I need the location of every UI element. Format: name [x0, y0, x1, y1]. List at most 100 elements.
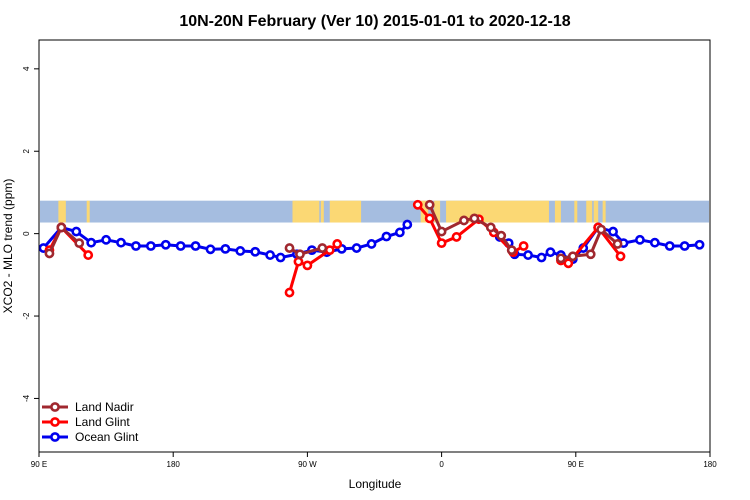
data-point	[317, 243, 328, 253]
series-layer	[38, 199, 705, 298]
data-point	[563, 258, 574, 269]
data-point	[116, 237, 126, 248]
data-point	[424, 199, 435, 210]
chart-title: 10N-20N February (Ver 10) 2015-01-01 to …	[179, 13, 570, 30]
x-tick-label: 180	[703, 460, 717, 469]
y-tick-label: 2	[22, 148, 31, 153]
data-point	[190, 241, 201, 251]
data-point	[101, 234, 111, 245]
data-point	[694, 239, 705, 250]
y-tick-label: -2	[22, 312, 31, 320]
data-point	[567, 251, 578, 262]
x-axis-label: Longitude	[349, 477, 402, 491]
data-point	[536, 252, 547, 263]
data-point	[523, 250, 533, 260]
data-point	[145, 241, 156, 251]
land-segment	[554, 200, 561, 223]
data-point	[265, 250, 276, 260]
data-point	[436, 238, 447, 249]
x-tick-label: 90 E	[31, 460, 47, 469]
data-point	[284, 243, 295, 253]
data-point	[459, 215, 469, 226]
data-point	[585, 249, 596, 260]
data-point	[615, 251, 626, 262]
data-point	[402, 219, 413, 230]
data-point	[679, 241, 690, 251]
data-point	[381, 231, 392, 242]
data-point	[220, 243, 231, 254]
x-tick-label: 0	[439, 460, 444, 469]
data-point	[131, 241, 141, 251]
data-point	[664, 241, 675, 251]
data-point	[293, 256, 304, 267]
data-point	[394, 227, 405, 238]
y-tick-label: -4	[22, 394, 31, 402]
legend-swatch-marker	[50, 432, 60, 442]
legend-item-land-glint: Land Glint	[42, 415, 130, 429]
x-tick-label: 90 W	[298, 460, 317, 469]
data-point	[496, 230, 507, 241]
data-point	[555, 253, 566, 264]
data-point	[424, 213, 435, 224]
ocean-band	[40, 200, 709, 223]
land-segment	[329, 200, 362, 223]
data-point	[469, 213, 480, 224]
land-segment	[593, 200, 599, 223]
data-point	[485, 222, 496, 233]
data-point	[83, 250, 94, 260]
legend-label: Ocean Glint	[75, 430, 139, 444]
land-segment	[602, 200, 606, 223]
data-point	[596, 224, 607, 235]
series-land-nadir	[44, 199, 623, 264]
data-point	[518, 241, 529, 251]
y-axis-label: XCO2 - MLO trend (ppm)	[1, 179, 15, 314]
legend-item-land-nadir: Land Nadir	[42, 400, 134, 414]
data-point	[451, 232, 462, 242]
data-point	[366, 239, 377, 249]
data-point	[649, 237, 660, 248]
legend-swatch-marker	[50, 402, 60, 412]
land-segment	[434, 200, 441, 223]
data-point	[284, 287, 295, 298]
data-point	[608, 226, 618, 237]
data-point	[506, 245, 517, 256]
land-segment	[320, 200, 324, 223]
y-tick-label: 0	[22, 231, 31, 236]
data-point	[324, 245, 335, 256]
data-point	[74, 238, 85, 249]
land-segment	[58, 200, 66, 223]
data-point	[71, 226, 82, 237]
y-tick-label: 4	[22, 66, 31, 71]
data-point	[436, 226, 447, 237]
data-point	[295, 249, 305, 260]
data-point	[56, 222, 67, 233]
legend-item-ocean-glint: Ocean Glint	[42, 430, 139, 444]
legend-label: Land Glint	[75, 415, 130, 429]
data-point	[612, 239, 623, 249]
land-segment	[574, 200, 578, 223]
land-segment	[295, 200, 320, 223]
data-point	[86, 237, 97, 248]
data-point	[44, 248, 55, 259]
data-point	[160, 239, 171, 250]
land-segment	[86, 200, 90, 223]
data-point	[545, 247, 556, 258]
land-segment	[292, 200, 296, 223]
plot-frame	[38, 39, 711, 453]
data-point	[635, 234, 645, 245]
land-segment	[586, 200, 593, 223]
x-tick-label: 90 E	[568, 460, 584, 469]
data-point	[235, 246, 246, 256]
axes: 90 E 180 90 W 0 90 E 180 -4 -2 0 2 4	[22, 66, 717, 469]
data-point	[332, 239, 343, 249]
world-map-band	[40, 200, 709, 223]
data-point	[302, 260, 313, 271]
legend-label: Land Nadir	[75, 400, 134, 414]
data-point	[205, 244, 216, 255]
legend-swatch-marker	[50, 417, 60, 427]
data-point	[412, 199, 423, 210]
data-point	[351, 243, 362, 253]
